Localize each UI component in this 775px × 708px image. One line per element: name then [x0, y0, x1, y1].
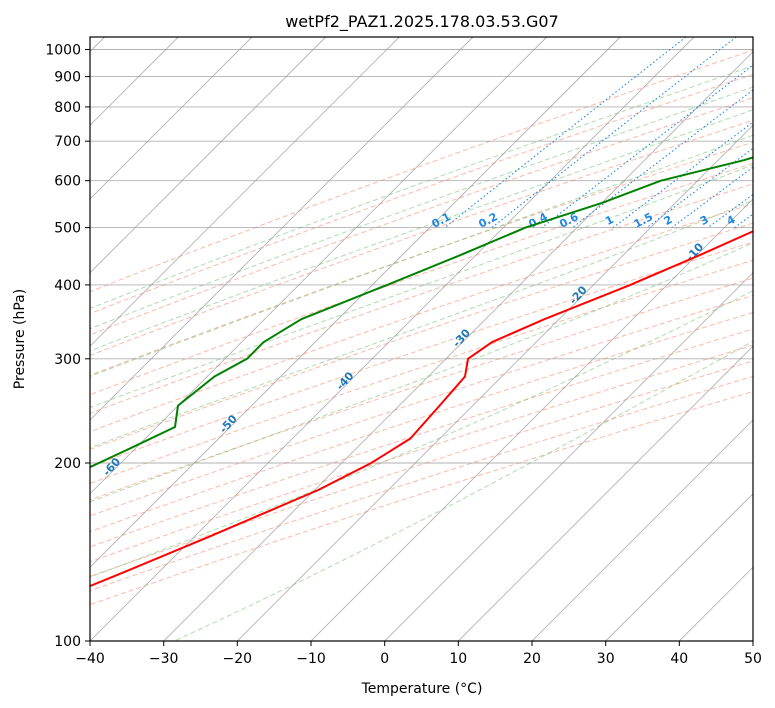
moist-adiabat — [90, 109, 753, 352]
dry-adiabat — [90, 49, 753, 293]
isotherm-line — [90, 37, 253, 200]
mixing-ratio-line — [541, 64, 753, 229]
moist-adiabat — [90, 65, 753, 310]
x-tick-label: −40 — [75, 651, 105, 667]
moist-adiabat — [90, 199, 753, 449]
y-axis-title: Pressure (hPa) — [12, 289, 28, 389]
x-tick-label: −30 — [149, 651, 179, 667]
isotherm-line — [90, 37, 621, 568]
y-tick-label: 800 — [54, 100, 81, 116]
x-tick-label: 10 — [449, 651, 467, 667]
dry-adiabat — [90, 375, 753, 592]
isotherm-line — [605, 493, 753, 641]
dry-adiabat — [90, 222, 753, 450]
isotherm-line — [90, 37, 400, 347]
moist-adiabat — [90, 134, 753, 377]
mixing-ratio-label: 6 — [763, 213, 775, 228]
moist-adiabat — [173, 340, 753, 641]
x-axis-title: Temperature (°C) — [361, 681, 483, 697]
isotherm-line — [310, 198, 753, 641]
dry-adiabat — [90, 241, 753, 468]
isotherm-line — [678, 566, 753, 641]
x-tick-label: 0 — [380, 651, 389, 667]
isotherm-line — [752, 640, 753, 641]
dry-adiabat — [90, 97, 753, 336]
y-tick-label: 200 — [54, 456, 81, 472]
x-tick-label: −10 — [296, 651, 326, 667]
mixing-ratio-line — [671, 166, 753, 229]
mixing-ratio-line — [572, 89, 753, 229]
mixing-ratio-line — [707, 193, 753, 229]
isotherm-line — [90, 37, 327, 274]
isotherm-label: -70 — [0, 498, 7, 522]
y-tick-label: 100 — [54, 634, 81, 650]
y-tick-label: 700 — [54, 134, 81, 150]
dry-adiabat — [90, 311, 753, 533]
dry-adiabat — [90, 328, 753, 548]
dry-adiabat — [90, 344, 753, 563]
isotherm-line — [236, 124, 753, 641]
x-tick-label: 40 — [670, 651, 688, 667]
dry-adiabat — [90, 391, 753, 606]
isotherm-line — [90, 37, 695, 641]
moist-adiabat — [90, 164, 753, 409]
isotherm-line — [384, 272, 753, 641]
x-tick-label: 50 — [744, 651, 762, 667]
isotherm-line — [90, 37, 548, 495]
mixing-ratio-line — [612, 121, 753, 229]
dry-adiabat — [90, 162, 753, 396]
moist-adiabat — [90, 86, 753, 330]
y-tick-label: 1000 — [45, 43, 81, 59]
mixing-ratio-label: 1 — [603, 213, 616, 228]
y-tick-label: 500 — [54, 221, 81, 237]
mixing-ratio-line — [734, 213, 753, 229]
isotherm-line — [531, 419, 753, 641]
isotherm-line — [90, 37, 474, 421]
mixing-ratio-label: 2 — [662, 213, 675, 228]
y-tick-label: 400 — [54, 278, 81, 294]
isotherm-line — [163, 51, 753, 641]
dry-adiabat — [90, 203, 753, 433]
dry-adiabat — [90, 360, 753, 577]
isotherm-label: -60 — [100, 455, 123, 479]
mixing-ratio-label: 3 — [698, 213, 711, 228]
moist-adiabat — [90, 242, 753, 503]
isotherm-label: -30 — [450, 326, 473, 350]
dewpoint-profile-line — [90, 156, 753, 469]
isotherm-line — [457, 345, 753, 641]
x-tick-label: −20 — [223, 651, 253, 667]
x-tick-label: 30 — [597, 651, 615, 667]
isotherm-label: -50 — [217, 412, 240, 436]
temperature-profile-line — [90, 230, 753, 588]
dry-adiabat — [90, 294, 753, 517]
y-tick-label: 600 — [54, 174, 81, 190]
chart-title: wetPf2_PAZ1.2025.178.03.53.G07 — [285, 12, 559, 32]
dry-adiabat — [90, 277, 753, 501]
y-tick-label: 900 — [54, 70, 81, 86]
dry-adiabat — [90, 141, 753, 376]
x-tick-label: 20 — [523, 651, 541, 667]
y-tick-label: 300 — [54, 352, 81, 368]
plot-frame — [89, 36, 754, 642]
